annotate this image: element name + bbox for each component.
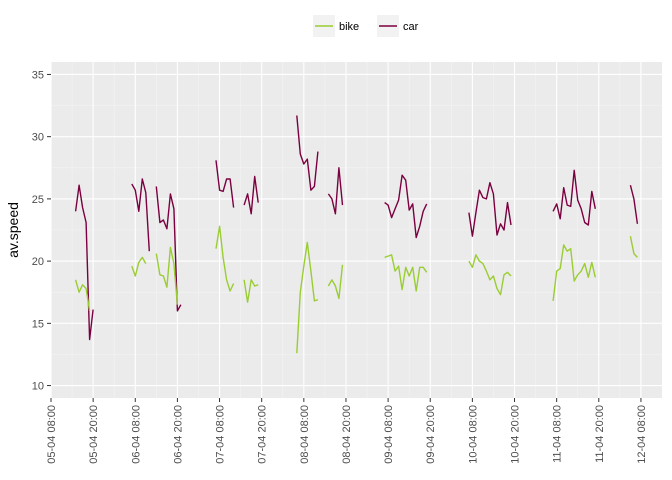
legend-label: bike bbox=[339, 21, 359, 33]
x-tick-label: 10-04 20:00 bbox=[510, 405, 522, 464]
y-tick-label: 30 bbox=[32, 132, 44, 144]
x-tick-label: 11-04 08:00 bbox=[552, 405, 564, 463]
series-line-bike bbox=[155, 246, 179, 305]
series-line-bike bbox=[243, 279, 259, 303]
series-line-car bbox=[384, 174, 428, 239]
series-line-car bbox=[552, 169, 596, 226]
y-tick-label: 15 bbox=[32, 318, 44, 330]
series-line-car bbox=[468, 182, 512, 237]
series-line-car bbox=[629, 185, 639, 224]
series-line-car bbox=[327, 167, 344, 215]
series-line-bike bbox=[327, 264, 344, 300]
x-tick-label: 05-04 20:00 bbox=[88, 405, 100, 464]
series-line-bike bbox=[131, 256, 147, 277]
y-tick-label: 10 bbox=[32, 381, 44, 393]
x-tick-label: 05-04 08:00 bbox=[46, 405, 58, 464]
x-tick-label: 11-04 20:00 bbox=[594, 405, 606, 463]
series-line-car bbox=[215, 160, 235, 208]
x-tick-label: 12-04 08:00 bbox=[636, 405, 648, 464]
x-tick-label: 06-04 20:00 bbox=[172, 405, 184, 464]
series-line-bike bbox=[215, 225, 235, 292]
data-lines bbox=[74, 115, 639, 354]
series-line-car bbox=[296, 115, 319, 191]
y-axis: 10 15 20 25 30 35 bbox=[32, 69, 51, 393]
series-line-bike bbox=[384, 254, 428, 292]
y-tick-label: 35 bbox=[32, 69, 44, 81]
series-line-bike bbox=[629, 236, 638, 258]
x-tick-label: 08-04 20:00 bbox=[341, 405, 353, 464]
legend: bike car bbox=[313, 15, 419, 37]
series-line-bike bbox=[74, 279, 91, 312]
series-line-car bbox=[131, 178, 150, 252]
y-axis-title: av.speed bbox=[5, 202, 21, 258]
x-tick-label: 07-04 08:00 bbox=[215, 405, 227, 464]
x-tick-label: 08-04 08:00 bbox=[299, 405, 311, 464]
series-line-car bbox=[243, 175, 259, 215]
y-tick-label: 25 bbox=[32, 194, 44, 206]
x-tick-label: 10-04 08:00 bbox=[467, 405, 479, 464]
x-tick-label: 09-04 20:00 bbox=[425, 405, 437, 464]
legend-label: car bbox=[403, 21, 419, 33]
series-line-bike bbox=[552, 244, 596, 301]
x-axis: 05-04 08:00 05-04 20:00 06-04 08:00 06-04 2… bbox=[46, 398, 648, 464]
x-tick-label: 06-04 08:00 bbox=[130, 405, 142, 464]
y-tick-label: 20 bbox=[32, 256, 44, 268]
series-line-bike bbox=[468, 254, 512, 296]
series-line-car bbox=[74, 184, 94, 341]
x-tick-label: 09-04 08:00 bbox=[383, 405, 395, 464]
x-tick-label: 07-04 20:00 bbox=[257, 405, 269, 464]
series-line-bike bbox=[296, 241, 319, 354]
